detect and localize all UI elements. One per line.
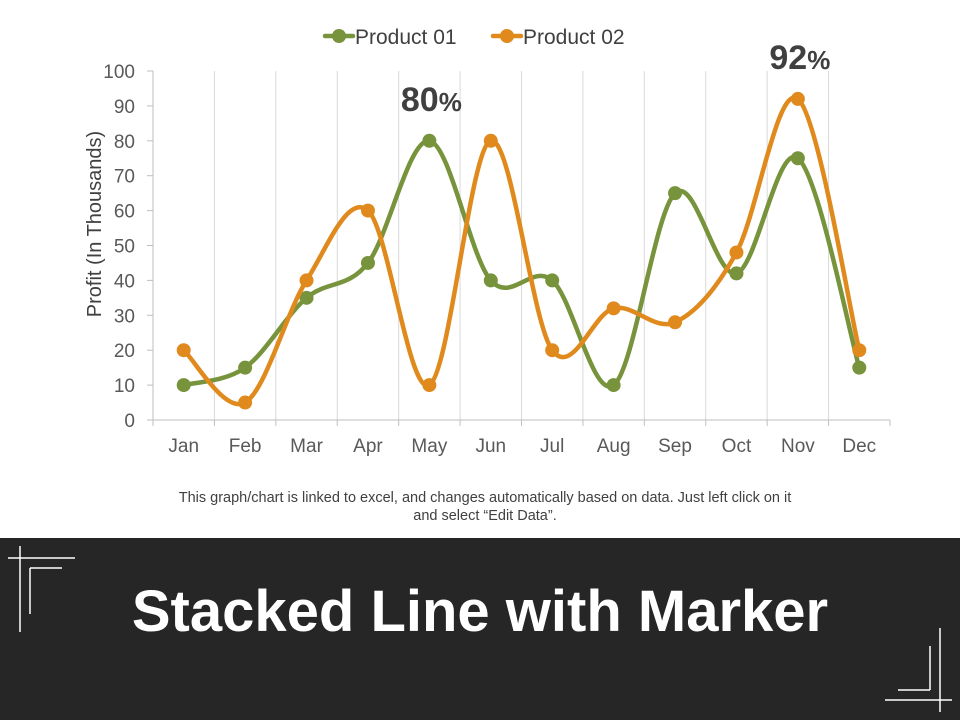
y-tick-label: 80 (114, 132, 135, 153)
data-point (299, 273, 314, 288)
x-tick-label: Feb (229, 436, 262, 457)
y-tick-label: 90 (114, 97, 135, 118)
annotation-label: 80% (401, 81, 462, 119)
y-tick-label: 10 (114, 376, 135, 397)
corner-bracket-bottom-right (885, 628, 952, 712)
annotation-label: 92% (769, 39, 830, 77)
data-point (729, 245, 744, 260)
legend-label: Product 02 (523, 26, 625, 49)
data-point (790, 91, 805, 106)
legend-marker (500, 29, 514, 43)
y-tick-label: 70 (114, 167, 135, 188)
legend-item: Product 01 (322, 26, 457, 49)
annotations: 80% 92% (401, 39, 830, 119)
x-tick-label: Apr (353, 436, 383, 457)
legend-item: Product 02 (490, 26, 625, 49)
data-point (176, 343, 191, 358)
corner-bracket-top-left (8, 546, 75, 632)
data-point (483, 133, 498, 148)
y-tick-label: 100 (103, 62, 135, 83)
data-point (545, 273, 560, 288)
y-tick-labels: 0 10 20 30 40 50 60 70 80 90 100 (103, 62, 135, 432)
data-point (360, 255, 375, 270)
x-tick-label: May (411, 436, 447, 457)
data-point (238, 395, 253, 410)
data-point (852, 343, 867, 358)
series-1 (176, 133, 867, 393)
y-tick-label: 0 (124, 411, 135, 432)
data-point (545, 343, 560, 358)
legend: Product 01 Product 02 (322, 26, 625, 49)
data-point (299, 290, 314, 305)
data-point (790, 151, 805, 166)
x-tick-labels: Jan Feb Mar Apr May Jun Jul Aug Sep Oct Nov Dec (168, 436, 876, 457)
y-tick-label: 40 (114, 271, 135, 292)
legend-label: Product 01 (355, 26, 457, 49)
x-tick-label: Jul (540, 436, 564, 457)
x-tick-label: Sep (658, 436, 692, 457)
x-tick-label: Oct (722, 436, 752, 457)
data-point (668, 315, 683, 330)
y-tick-label: 20 (114, 341, 135, 362)
y-axis-label: Profit (In Thousands) (84, 131, 106, 317)
chart-note-line-2: and select “Edit Data”. (413, 508, 557, 524)
series-lines (176, 91, 867, 410)
chart-note-line-1: This graph/chart is linked to excel, and… (178, 490, 792, 506)
data-point (852, 360, 867, 375)
axes (147, 70, 891, 426)
gridlines (213, 71, 830, 420)
page-title: Stacked Line with Marker (131, 579, 829, 644)
data-point (606, 378, 621, 393)
data-point (606, 301, 621, 316)
x-tick-label: Aug (597, 436, 631, 457)
chart-note: This graph/chart is linked to excel, and… (130, 489, 840, 525)
y-tick-label: 60 (114, 202, 135, 223)
legend-marker (332, 29, 346, 43)
title-banner: Stacked Line with Marker (0, 538, 960, 720)
data-point (238, 360, 253, 375)
x-tick-label: Jan (168, 436, 199, 457)
x-tick-label: Dec (842, 436, 876, 457)
x-tick-label: Mar (290, 436, 323, 457)
data-point (483, 273, 498, 288)
data-point (668, 186, 683, 201)
x-tick-label: Jun (475, 436, 506, 457)
series-2 (176, 91, 867, 410)
data-point (422, 378, 437, 393)
y-tick-label: 30 (114, 306, 135, 327)
data-point (729, 266, 744, 281)
data-point (422, 133, 437, 148)
data-point (176, 378, 191, 393)
x-tick-label: Nov (781, 436, 815, 457)
line-chart: 0 10 20 30 40 50 60 70 80 90 100 Jan Feb Mar Apr May Ju… (84, 26, 891, 457)
y-tick-label: 50 (114, 237, 135, 258)
data-point (360, 203, 375, 218)
